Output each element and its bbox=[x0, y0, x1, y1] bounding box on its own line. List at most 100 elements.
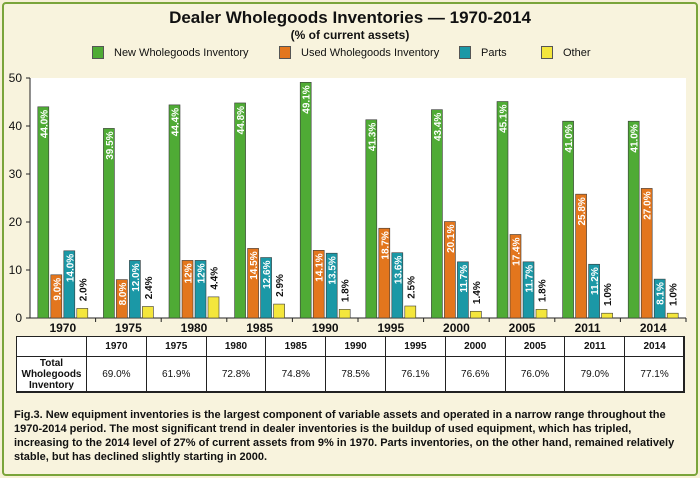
bar-value-label: 14.5% bbox=[249, 251, 260, 279]
bar-value-label: 14.0% bbox=[65, 254, 76, 282]
bar-value-label: 9.0% bbox=[52, 278, 63, 301]
bar-parts bbox=[588, 263, 600, 319]
x-tick-label: 1980 bbox=[181, 321, 208, 335]
legend-swatch-parts bbox=[459, 46, 471, 59]
bar-parts bbox=[260, 257, 272, 319]
chart-legend: New Wholegoods Inventory Used Wholegoods… bbox=[0, 46, 700, 64]
table-value-cell: 61.9% bbox=[145, 356, 207, 393]
bar-value-label: 43.4% bbox=[433, 113, 444, 141]
legend-label-new-wholegoods: New Wholegoods Inventory bbox=[114, 46, 249, 59]
bar-parts bbox=[522, 261, 535, 319]
bar-value-label: 2.5% bbox=[406, 276, 417, 299]
bar-new-wholegoods-inventory bbox=[627, 120, 640, 319]
bar-used-wholegoods-inventory bbox=[116, 279, 128, 319]
table-header-cell: 1975 bbox=[145, 336, 207, 357]
x-tick-label: 1975 bbox=[115, 321, 142, 335]
bar-parts bbox=[653, 278, 666, 319]
bar-other bbox=[601, 312, 613, 319]
bar-new-wholegoods-inventory bbox=[37, 106, 50, 319]
bar-parts bbox=[129, 260, 141, 319]
bar-value-label: 8.0% bbox=[118, 282, 129, 305]
bar-used-wholegoods-inventory bbox=[640, 188, 653, 319]
bar-value-label: 2.4% bbox=[144, 276, 155, 299]
x-tick-label: 1970 bbox=[49, 321, 76, 335]
table-value-cell: 77.1% bbox=[624, 356, 685, 393]
x-tick-label: 2000 bbox=[443, 321, 470, 335]
bar-value-label: 39.5% bbox=[105, 131, 116, 159]
bar-used-wholegoods-inventory bbox=[50, 274, 63, 319]
bar-value-label: 12.0% bbox=[131, 263, 142, 291]
bar-parts bbox=[194, 260, 207, 319]
bar-other bbox=[535, 309, 548, 319]
x-tick-label: 1995 bbox=[377, 321, 404, 335]
x-tick-label: 2005 bbox=[509, 321, 536, 335]
x-tick-label: 2014 bbox=[640, 321, 667, 335]
bar-value-label: 12% bbox=[197, 263, 208, 283]
bar-new-wholegoods-inventory bbox=[431, 109, 443, 319]
bar-parts bbox=[391, 252, 404, 319]
table-header-cell: 2014 bbox=[624, 336, 685, 357]
table-value-cell: 76.1% bbox=[385, 356, 446, 393]
bar-parts bbox=[63, 250, 76, 319]
bar-value-label: 41.0% bbox=[564, 124, 575, 152]
table-corner-cell bbox=[16, 336, 87, 357]
table-value-cell: 76.0% bbox=[504, 356, 566, 393]
bar-value-label: 1.4% bbox=[472, 281, 483, 304]
table-header-cell: 2011 bbox=[564, 336, 626, 357]
table-header-cell: 2000 bbox=[444, 336, 506, 357]
legend-item-other: Other bbox=[541, 46, 591, 59]
bar-value-label: 13.6% bbox=[393, 256, 404, 284]
bar-other bbox=[666, 312, 679, 319]
y-tick-label: 20 bbox=[9, 215, 23, 229]
bar-new-wholegoods-inventory bbox=[496, 101, 509, 319]
table-header-cell: 1990 bbox=[325, 336, 386, 357]
bar-value-label: 44.0% bbox=[39, 110, 50, 138]
bar-used-wholegoods-inventory bbox=[378, 227, 391, 319]
totals-table: 1970 1975 1980 1985 1990 1995 2000 2005 2011 2014… bbox=[16, 336, 685, 393]
bar-value-label: 11.7% bbox=[459, 265, 470, 293]
table-value-cell: 74.8% bbox=[265, 356, 327, 393]
bar-other bbox=[338, 309, 351, 319]
bar-value-label: 17.4% bbox=[512, 237, 523, 265]
bar-value-label: 12% bbox=[184, 263, 195, 283]
bar-value-label: 18.7% bbox=[380, 231, 391, 259]
bar-other bbox=[470, 310, 482, 319]
bar-value-label: 27.0% bbox=[643, 191, 654, 219]
bar-other bbox=[207, 296, 220, 319]
y-tick-label: 50 bbox=[9, 71, 23, 85]
table-value-cell: 72.8% bbox=[205, 356, 267, 393]
bar-value-label: 2.9% bbox=[275, 274, 286, 297]
table-value-cell: 76.6% bbox=[444, 356, 506, 393]
y-tick-label: 0 bbox=[15, 311, 22, 325]
bar-value-label: 1.0% bbox=[603, 283, 614, 306]
bar-new-wholegoods-inventory bbox=[168, 104, 181, 319]
table-header-cell: 2005 bbox=[504, 336, 566, 357]
bar-value-label: 45.1% bbox=[499, 104, 510, 132]
bar-parts bbox=[325, 252, 338, 319]
bar-value-label: 41.3% bbox=[367, 123, 378, 151]
bar-new-wholegoods-inventory bbox=[234, 102, 246, 319]
bar-value-label: 44.4% bbox=[171, 108, 182, 136]
chart-subtitle: (% of current assets) bbox=[290, 28, 410, 42]
table-header-cell: 1995 bbox=[385, 336, 446, 357]
chart-title: Dealer Wholegoods Inventories — 1970-201… bbox=[169, 8, 531, 27]
bar-value-label: 49.1% bbox=[302, 85, 313, 113]
bar-parts bbox=[457, 261, 469, 319]
bar-value-label: 4.4% bbox=[210, 267, 221, 290]
bar-value-label: 2.0% bbox=[78, 278, 89, 301]
bar-used-wholegoods-inventory bbox=[247, 248, 259, 319]
table-value-cell: 69.0% bbox=[86, 356, 147, 393]
bar-other bbox=[76, 308, 89, 319]
y-tick-label: 30 bbox=[9, 167, 23, 181]
table-value-cell: 78.5% bbox=[325, 356, 386, 393]
bar-used-wholegoods-inventory bbox=[509, 234, 522, 319]
legend-swatch-used-wholegoods bbox=[279, 46, 291, 59]
y-tick-label: 10 bbox=[9, 263, 23, 277]
bar-new-wholegoods-inventory bbox=[299, 82, 312, 319]
bar-value-label: 11.7% bbox=[525, 265, 536, 293]
bar-new-wholegoods-inventory bbox=[562, 120, 574, 319]
legend-label-used-wholegoods: Used Wholegoods Inventory bbox=[301, 46, 440, 59]
bar-chart: 0 10 20 30 40 50 1970 44.0% 9.0%14.0%2.0% 1975 39.… bbox=[9, 71, 687, 335]
bar-used-wholegoods-inventory bbox=[181, 260, 194, 319]
x-tick-label: 1985 bbox=[246, 321, 273, 335]
